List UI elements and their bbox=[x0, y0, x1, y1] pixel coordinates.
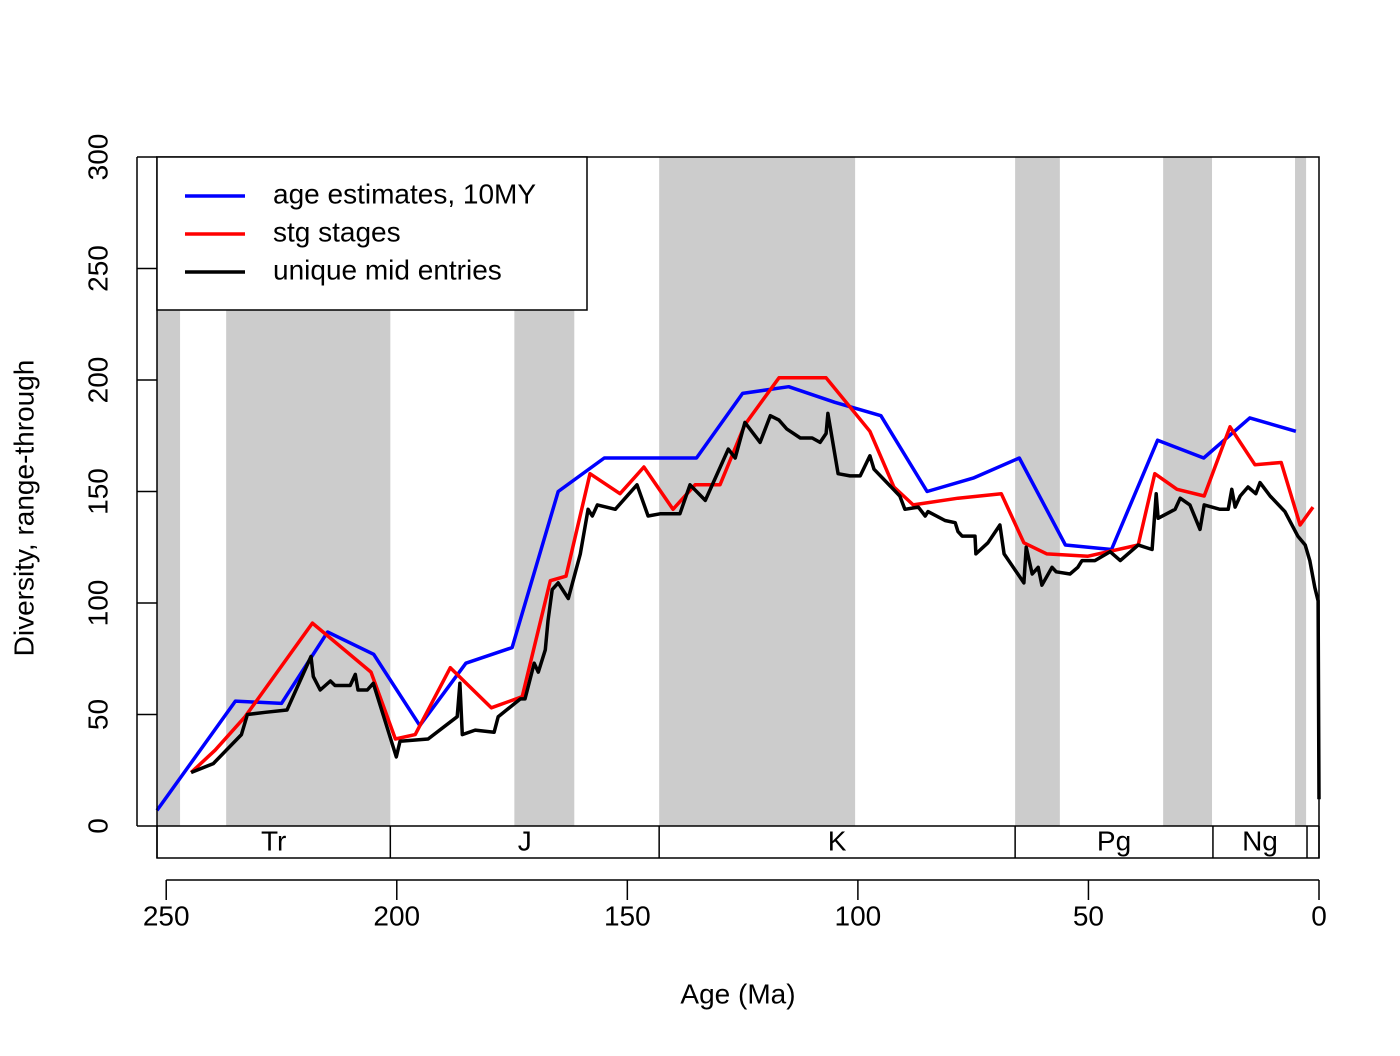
plot-frame bbox=[156, 156, 1320, 859]
period-label: Tr bbox=[261, 825, 286, 856]
legend-label: stg stages bbox=[273, 216, 401, 247]
series-line bbox=[190, 411, 1321, 800]
x-tick-label: 100 bbox=[835, 900, 882, 931]
stage-band bbox=[659, 157, 856, 826]
period-label: J bbox=[518, 825, 532, 856]
series-line bbox=[189, 376, 1315, 774]
y-axis-title: Diversity, range-through bbox=[8, 360, 39, 657]
y-tick-label: 150 bbox=[82, 468, 113, 515]
legend-label: unique mid entries bbox=[273, 254, 502, 285]
legend-label: age estimates, 10MY bbox=[273, 178, 536, 209]
x-tick-label: 0 bbox=[1311, 900, 1327, 931]
stage-band bbox=[1295, 157, 1307, 826]
legend: age estimates, 10MY stg stages unique mid … bbox=[156, 156, 588, 311]
series-line bbox=[155, 384, 1297, 812]
x-axis-title: Age (Ma) bbox=[680, 978, 795, 1009]
stage-band bbox=[157, 157, 181, 826]
y-tick-label: 250 bbox=[82, 245, 113, 292]
x-tick-label: 250 bbox=[143, 900, 190, 931]
period-label: Ng bbox=[1242, 825, 1278, 856]
x-tick-label: 50 bbox=[1073, 900, 1104, 931]
period-label: K bbox=[828, 825, 847, 856]
y-tick-label: 50 bbox=[82, 699, 113, 730]
x-tick-label: 200 bbox=[373, 900, 420, 931]
period-label: Pg bbox=[1097, 825, 1131, 856]
x-tick-label: 150 bbox=[604, 900, 651, 931]
y-tick-label: 100 bbox=[82, 580, 113, 627]
y-tick-label: 200 bbox=[82, 357, 113, 404]
y-tick-label: 0 bbox=[82, 818, 113, 834]
y-tick-label: 300 bbox=[82, 134, 113, 181]
